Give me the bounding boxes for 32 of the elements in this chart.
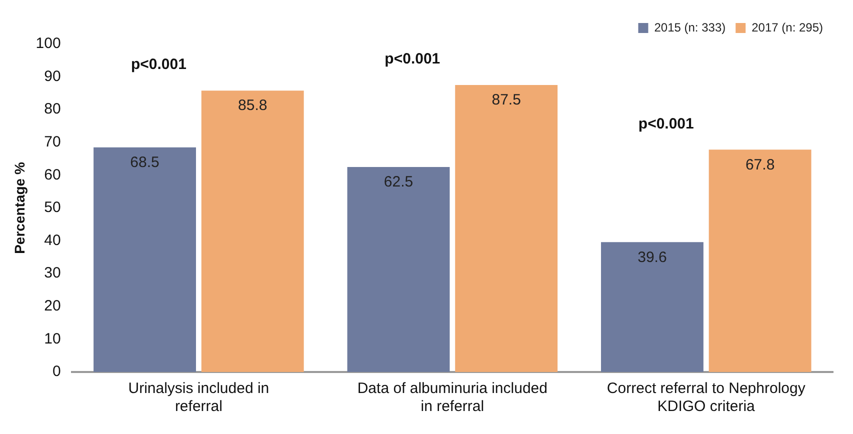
y-tick-label: 70: [44, 134, 61, 151]
bar: [347, 167, 450, 372]
data-label: 85.8: [238, 97, 268, 114]
y-tick-label: 60: [44, 166, 61, 184]
bar: [94, 147, 196, 372]
bar: [201, 90, 304, 372]
y-tick-label: 0: [52, 363, 61, 380]
data-label: 67.8: [745, 156, 775, 174]
y-axis-title: Percentage %: [11, 162, 28, 254]
legend-label: 2017 (n: 295): [752, 20, 824, 34]
legend-label: 2015 (n: 333): [654, 20, 726, 34]
y-tick-label: 10: [44, 330, 61, 348]
y-tick-label: 50: [44, 199, 61, 216]
data-label: 68.5: [130, 154, 160, 171]
y-tick-label: 30: [44, 264, 61, 282]
bar: [708, 150, 812, 372]
y-tick-label: 90: [44, 68, 61, 85]
data-label: 62.5: [384, 174, 414, 191]
annotation: p<0.001: [384, 50, 440, 68]
y-tick-label: 80: [44, 100, 61, 118]
annotation: p<0.001: [638, 115, 694, 132]
bar: [601, 242, 704, 372]
x-tick-label: Data of albuminuria included in referral: [357, 380, 548, 416]
data-label: 87.5: [492, 92, 521, 109]
annotation: p<0.001: [130, 56, 186, 74]
data-label: 39.6: [638, 248, 667, 266]
x-tick-label: Urinalysis included in referral: [128, 380, 270, 416]
y-tick-label: 100: [36, 35, 61, 52]
y-tick-label: 40: [44, 232, 61, 249]
bar: [455, 85, 558, 372]
y-tick-label: 20: [44, 298, 61, 315]
x-tick-label: Correct referral to Nephrology KDIGO criteria: [606, 380, 806, 416]
